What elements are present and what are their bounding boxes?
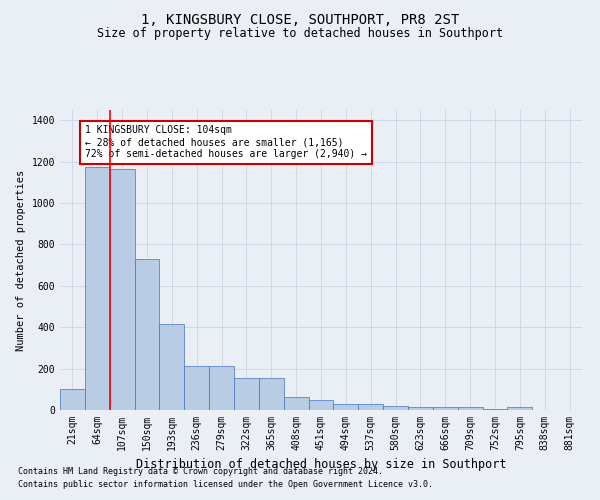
- Bar: [209, 366, 234, 410]
- Bar: [482, 409, 508, 410]
- Bar: [85, 167, 110, 410]
- Bar: [408, 407, 433, 410]
- Text: 1, KINGSBURY CLOSE, SOUTHPORT, PR8 2ST: 1, KINGSBURY CLOSE, SOUTHPORT, PR8 2ST: [141, 12, 459, 26]
- Bar: [134, 259, 160, 410]
- Text: 1 KINGSBURY CLOSE: 104sqm
← 28% of detached houses are smaller (1,165)
72% of se: 1 KINGSBURY CLOSE: 104sqm ← 28% of detac…: [85, 126, 367, 158]
- Text: Contains public sector information licensed under the Open Government Licence v3: Contains public sector information licen…: [18, 480, 433, 489]
- X-axis label: Distribution of detached houses by size in Southport: Distribution of detached houses by size …: [136, 458, 506, 471]
- Text: Contains HM Land Registry data © Crown copyright and database right 2024.: Contains HM Land Registry data © Crown c…: [18, 467, 383, 476]
- Bar: [160, 324, 184, 410]
- Bar: [284, 396, 308, 410]
- Y-axis label: Number of detached properties: Number of detached properties: [16, 170, 26, 350]
- Bar: [234, 378, 259, 410]
- Bar: [334, 404, 358, 410]
- Text: Size of property relative to detached houses in Southport: Size of property relative to detached ho…: [97, 28, 503, 40]
- Bar: [458, 407, 482, 410]
- Bar: [433, 407, 458, 410]
- Bar: [259, 378, 284, 410]
- Bar: [60, 390, 85, 410]
- Bar: [383, 406, 408, 410]
- Bar: [358, 404, 383, 410]
- Bar: [184, 366, 209, 410]
- Bar: [110, 169, 134, 410]
- Bar: [308, 400, 334, 410]
- Bar: [508, 407, 532, 410]
